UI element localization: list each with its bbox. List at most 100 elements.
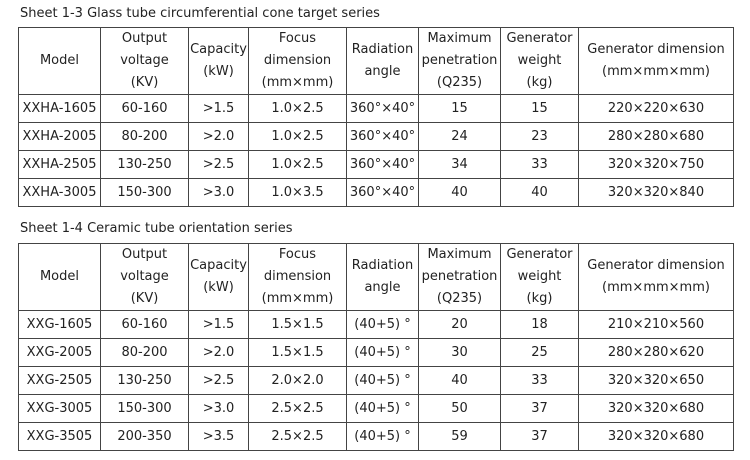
table-row: XXHA-2505 130-250 >2.5 1.0×2.5 360°×40° 34 33 3… <box>18 150 734 179</box>
header-row: Model Output voltage (KV) Capacity (kW) Foc… <box>18 243 734 311</box>
table-row: XXG-3505 200-350 >3.5 2.5×2.5 (40+5) ° 59 37 32… <box>18 422 734 451</box>
table-cell: 1.0×2.5 <box>248 122 347 151</box>
table-cell: XXG-2005 <box>18 338 101 367</box>
table-cell: 1.0×2.5 <box>248 150 347 179</box>
table-cell: 320×320×750 <box>578 150 734 179</box>
table-cell: XXG-3505 <box>18 422 101 451</box>
header-cell: Generator dimension (mm×mm×mm) <box>578 27 734 95</box>
table-cell: 280×280×680 <box>578 122 734 151</box>
header-cell: Focus dimension (mm×mm) <box>248 243 347 311</box>
table-cell: 30 <box>418 338 501 367</box>
table-row: XXG-1605 60-160 >1.5 1.5×1.5 (40+5) ° 20 18 210… <box>18 310 734 339</box>
table-cell: (40+5) ° <box>346 366 419 395</box>
table-cell: >2.0 <box>188 122 249 151</box>
table-cell: 33 <box>500 150 579 179</box>
table-cell: 130-250 <box>100 366 189 395</box>
table-row: XXHA-2005 80-200 >2.0 1.0×2.5 360°×40° 24 23 28… <box>18 122 734 151</box>
header-cell: Model <box>18 27 101 95</box>
header-cell: Maximum penetration (Q235) <box>418 27 501 95</box>
table-cell: 1.0×3.5 <box>248 178 347 207</box>
table-row: XXG-3005 150-300 >3.0 2.5×2.5 (40+5) ° 50 37 32… <box>18 394 734 423</box>
table-cell: (40+5) ° <box>346 394 419 423</box>
table-cell: XXHA-2005 <box>18 122 101 151</box>
header-cell: Capacity (kW) <box>188 27 249 95</box>
table: Model Output voltage (KV) Capacity (kW) Foc… <box>18 27 734 207</box>
table-cell: XXHA-1605 <box>18 94 101 123</box>
table-cell: XXG-1605 <box>18 310 101 339</box>
table-cell: 60-160 <box>100 94 189 123</box>
table-cell: >3.5 <box>188 422 249 451</box>
table-caption: Sheet 1-3 Glass tube circumferential con… <box>20 6 380 21</box>
table-cell: 15 <box>500 94 579 123</box>
header-cell: Output voltage (KV) <box>100 27 189 95</box>
table-cell: 150-300 <box>100 394 189 423</box>
header-cell: Generator weight (kg) <box>500 27 579 95</box>
table-cell: 59 <box>418 422 501 451</box>
table-cell: XXG-2505 <box>18 366 101 395</box>
table-cell: 1.5×1.5 <box>248 338 347 367</box>
table-cell: XXHA-2505 <box>18 150 101 179</box>
table-cell: 20 <box>418 310 501 339</box>
table-cell: >2.5 <box>188 150 249 179</box>
table-cell: 18 <box>500 310 579 339</box>
header-cell: Focus dimension (mm×mm) <box>248 27 347 95</box>
table-row: XXHA-3005 150-300 >3.0 1.0×3.5 360°×40° 40 40 3… <box>18 178 734 207</box>
table-cell: 220×220×630 <box>578 94 734 123</box>
table-cell: 320×320×650 <box>578 366 734 395</box>
table-cell: >2.0 <box>188 338 249 367</box>
table-cell: 25 <box>500 338 579 367</box>
table-caption: Sheet 1-4 Ceramic tube orientation serie… <box>20 221 293 236</box>
table: Model Output voltage (KV) Capacity (kW) Foc… <box>18 243 734 451</box>
table-cell: 280×280×620 <box>578 338 734 367</box>
table-cell: >3.0 <box>188 394 249 423</box>
header-cell: Model <box>18 243 101 311</box>
header-cell: Output voltage (KV) <box>100 243 189 311</box>
table-cell: 33 <box>500 366 579 395</box>
table-cell: 360°×40° <box>346 94 419 123</box>
table-row: XXHA-1605 60-160 >1.5 1.0×2.5 360°×40° 15 15 22… <box>18 94 734 123</box>
table-cell: >1.5 <box>188 94 249 123</box>
table-cell: 150-300 <box>100 178 189 207</box>
header-cell: Maximum penetration (Q235) <box>418 243 501 311</box>
table-cell: 37 <box>500 394 579 423</box>
table-cell: 15 <box>418 94 501 123</box>
header-cell: Radiation angle <box>346 243 419 311</box>
table-cell: >3.0 <box>188 178 249 207</box>
table-cell: 23 <box>500 122 579 151</box>
table-cell: (40+5) ° <box>346 422 419 451</box>
table-cell: 360°×40° <box>346 178 419 207</box>
table-cell: 130-250 <box>100 150 189 179</box>
table-cell: XXHA-3005 <box>18 178 101 207</box>
header-cell: Generator weight (kg) <box>500 243 579 311</box>
table-cell: >2.5 <box>188 366 249 395</box>
table-cell: 360°×40° <box>346 122 419 151</box>
table-cell: 2.5×2.5 <box>248 394 347 423</box>
header-cell: Generator dimension (mm×mm×mm) <box>578 243 734 311</box>
table-cell: 60-160 <box>100 310 189 339</box>
table-cell: >1.5 <box>188 310 249 339</box>
table-cell: 24 <box>418 122 501 151</box>
table-cell: 40 <box>500 178 579 207</box>
table-cell: XXG-3005 <box>18 394 101 423</box>
header-cell: Radiation angle <box>346 27 419 95</box>
table-cell: 360°×40° <box>346 150 419 179</box>
table-cell: 40 <box>418 366 501 395</box>
table-cell: 200-350 <box>100 422 189 451</box>
table-cell: 40 <box>418 178 501 207</box>
table-cell: 80-200 <box>100 122 189 151</box>
table-cell: 210×210×560 <box>578 310 734 339</box>
table-cell: 1.0×2.5 <box>248 94 347 123</box>
table-cell: (40+5) ° <box>346 338 419 367</box>
table-row: XXG-2005 80-200 >2.0 1.5×1.5 (40+5) ° 30 25 280… <box>18 338 734 367</box>
table-cell: 320×320×840 <box>578 178 734 207</box>
table-cell: 320×320×680 <box>578 422 734 451</box>
header-row: Model Output voltage (KV) Capacity (kW) Foc… <box>18 27 734 95</box>
table-row: XXG-2505 130-250 >2.5 2.0×2.0 (40+5) ° 40 33 32… <box>18 366 734 395</box>
table-cell: 2.0×2.0 <box>248 366 347 395</box>
table-cell: 2.5×2.5 <box>248 422 347 451</box>
table-cell: 1.5×1.5 <box>248 310 347 339</box>
table-cell: 34 <box>418 150 501 179</box>
table-cell: (40+5) ° <box>346 310 419 339</box>
table-cell: 80-200 <box>100 338 189 367</box>
